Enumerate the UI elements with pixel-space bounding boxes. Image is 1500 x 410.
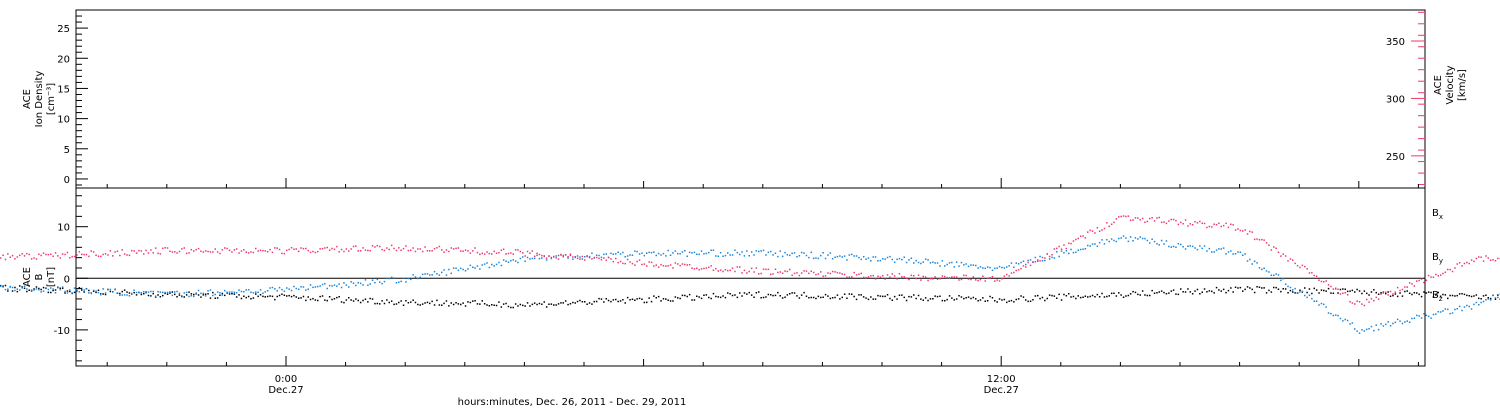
- density-tick-label: 25: [57, 24, 70, 35]
- density-tick-label: 20: [57, 54, 70, 65]
- velocity-tick-label: 300: [1386, 94, 1405, 105]
- x-tick-time: 12:00: [987, 374, 1016, 385]
- b-axis-title: [nT]: [46, 267, 57, 287]
- b-tick-label: -10: [54, 326, 70, 337]
- b-by-trace-quiet: [0, 235, 1500, 334]
- x-tick-day: Dec.27: [268, 385, 303, 396]
- panel1-frame: [75, 9, 1426, 189]
- velocity-axis-title: Velocity: [1445, 65, 1456, 104]
- x-tick-day: Dec.27: [984, 385, 1019, 396]
- density-axis-title: ACE: [22, 89, 33, 109]
- velocity-axis-title: [km/s]: [1457, 69, 1468, 101]
- panel2-frame: [75, 187, 1426, 367]
- b-tick-label: 10: [57, 223, 70, 234]
- b-bz-trace-quiet: [0, 215, 1500, 307]
- b-bx-trace-quiet: [0, 284, 1500, 309]
- legend-bx: Bx: [1432, 208, 1443, 221]
- b-tick-label: 0: [64, 274, 70, 285]
- x-axis-title: hours:minutes, Dec. 26, 2011 - Dec. 29, …: [458, 397, 687, 408]
- density-axis-title: Ion Density: [34, 71, 45, 128]
- density-tick-label: 15: [57, 84, 70, 95]
- velocity-tick-label: 350: [1386, 37, 1405, 48]
- legend-bz: Bz: [1432, 290, 1443, 303]
- x-tick-time: 0:00: [275, 374, 297, 385]
- density-tick-label: 0: [64, 175, 70, 186]
- legend-by: By: [1432, 252, 1443, 265]
- density-tick-label: 10: [57, 115, 70, 126]
- velocity-tick-label: 250: [1386, 152, 1405, 163]
- b-axis-title: B: [34, 273, 45, 280]
- density-axis-title: [cm⁻³]: [46, 83, 57, 115]
- b-axis-title: ACE: [22, 267, 33, 287]
- velocity-axis-title: ACE: [1433, 75, 1444, 95]
- density-tick-label: 5: [64, 145, 70, 156]
